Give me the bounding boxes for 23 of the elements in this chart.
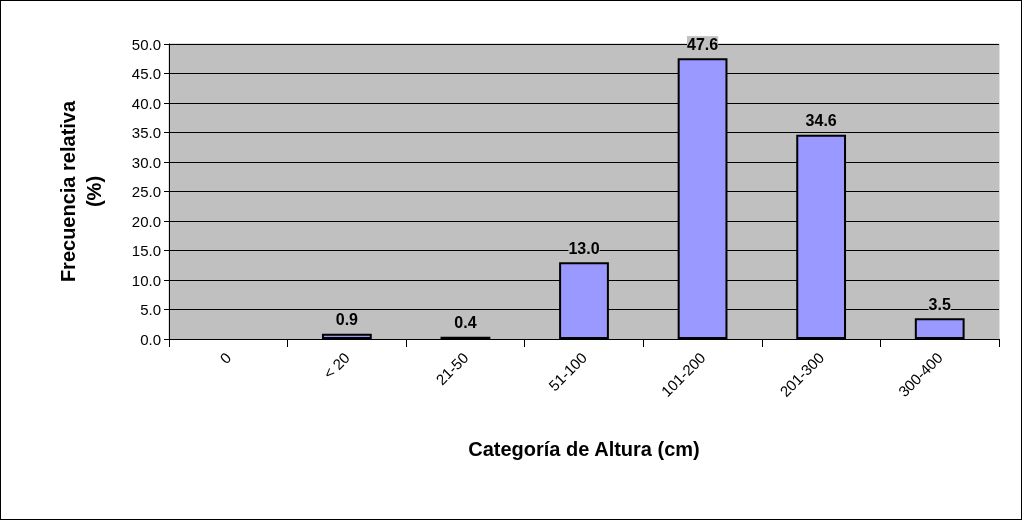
y-tick-label: 40.0 xyxy=(131,94,161,112)
y-tick-label: 10.0 xyxy=(131,271,161,289)
y-tick-label: 35.0 xyxy=(131,124,161,141)
y-tick-label: 15.0 xyxy=(131,242,161,259)
data-label: 3.5 xyxy=(928,295,951,313)
bar xyxy=(914,318,965,339)
y-tick-label: 25.0 xyxy=(131,183,161,200)
x-tick-label: 0 xyxy=(216,348,235,367)
y-axis-title: Frecuencia relativa (%) xyxy=(57,100,105,283)
bar xyxy=(321,333,372,339)
x-axis-title: Categoría de Altura (cm) xyxy=(468,438,700,460)
data-label: 13.0 xyxy=(568,239,600,257)
data-label: 0.9 xyxy=(335,311,359,329)
data-label: 34.6 xyxy=(805,112,837,130)
y-tick-label: 5.0 xyxy=(140,301,161,318)
y-tick-label: 0.0 xyxy=(140,330,161,348)
y-tick-label: 50.0 xyxy=(131,35,161,53)
x-tick-label: < 20 xyxy=(319,348,353,382)
y-tick-label: 45.0 xyxy=(131,65,161,82)
y-tick-label: 30.0 xyxy=(131,153,161,171)
y-tick-label: 20.0 xyxy=(131,212,161,230)
data-label: 0.4 xyxy=(454,314,477,332)
data-label: 47.6 xyxy=(687,35,719,53)
